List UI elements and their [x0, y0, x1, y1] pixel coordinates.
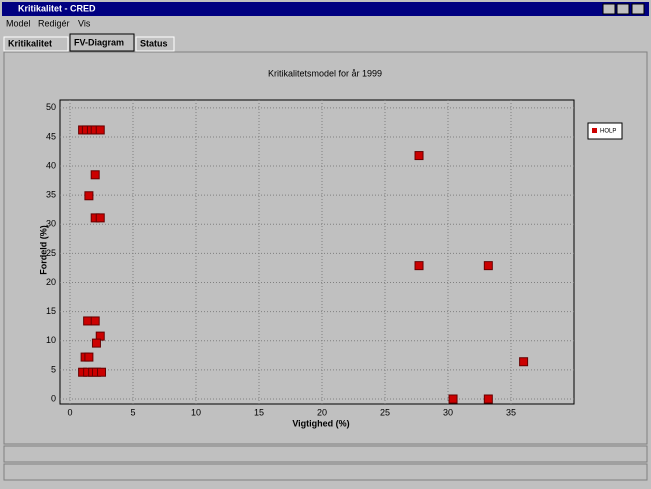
point — [96, 126, 104, 134]
x-tick-label: 30 — [443, 407, 453, 417]
point — [484, 262, 492, 270]
point — [85, 353, 93, 361]
maximize-button[interactable] — [617, 4, 629, 14]
y-tick-label: 50 — [46, 102, 56, 112]
legend-swatch — [592, 128, 597, 133]
y-tick-label: 25 — [46, 248, 56, 258]
y-tick-label: 0 — [51, 393, 56, 403]
y-tick-label: 20 — [46, 277, 56, 287]
y-tick-label: 30 — [46, 219, 56, 229]
y-tick-label: 40 — [46, 160, 56, 170]
point — [91, 171, 99, 179]
status-bar — [4, 464, 647, 480]
menu-item[interactable]: Redigér — [38, 18, 70, 28]
point — [98, 368, 106, 376]
x-tick-label: 15 — [254, 407, 264, 417]
plot-area — [60, 100, 574, 404]
point — [91, 317, 99, 325]
point — [415, 152, 423, 160]
status-bar — [4, 446, 647, 462]
x-tick-label: 20 — [317, 407, 327, 417]
y-tick-label: 10 — [46, 335, 56, 345]
y-tick-label: 35 — [46, 190, 56, 200]
x-tick-label: 10 — [191, 407, 201, 417]
point — [484, 395, 492, 403]
point — [449, 395, 457, 403]
x-tick-label: 25 — [380, 407, 390, 417]
point — [415, 262, 423, 270]
chart-title: Kritikalitetsmodel for år 1999 — [268, 68, 382, 78]
point — [520, 358, 528, 366]
y-tick-label: 45 — [46, 131, 56, 141]
tab-label[interactable]: Status — [140, 38, 168, 48]
close-button[interactable] — [632, 4, 644, 14]
menu-item[interactable]: Model — [6, 18, 31, 28]
window: Kritikalitet - CRED Model Redigér Vis Kr… — [0, 0, 651, 484]
window-title: Kritikalitet - CRED — [18, 3, 96, 13]
title-bar — [2, 2, 649, 16]
point — [96, 214, 104, 222]
page: Kritikalitet - CRED Model Redigér Vis Kr… — [0, 0, 651, 484]
menu-item[interactable]: Vis — [78, 18, 91, 28]
point — [84, 317, 92, 325]
tab-label[interactable]: FV-Diagram — [74, 37, 124, 47]
x-tick-label: 0 — [67, 407, 72, 417]
tab-label[interactable]: Kritikalitet — [8, 38, 52, 48]
x-tick-label: 5 — [130, 407, 135, 417]
x-tick-label: 35 — [506, 407, 516, 417]
x-axis-label: Vigtighed (%) — [292, 418, 349, 428]
y-tick-label: 5 — [51, 364, 56, 374]
point — [92, 339, 100, 347]
point — [85, 192, 93, 200]
y-tick-label: 15 — [46, 306, 56, 316]
minimize-button[interactable] — [603, 4, 615, 14]
legend-label: HOLP — [600, 129, 616, 135]
